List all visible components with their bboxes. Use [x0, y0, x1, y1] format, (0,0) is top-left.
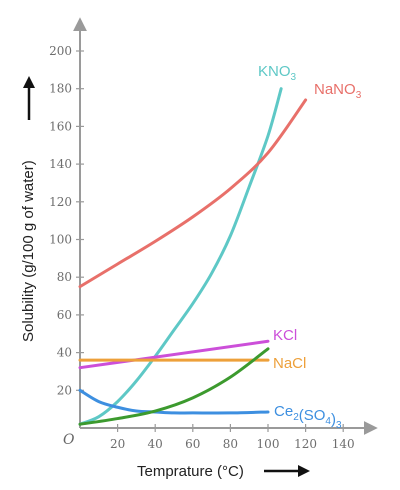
- series-label-nano3: NaNO3: [314, 81, 362, 101]
- x-title-arrow-head: [298, 465, 310, 477]
- label-text: Ce: [274, 403, 293, 420]
- y-tick-label: 100: [49, 233, 72, 247]
- title-arrows: [23, 76, 310, 477]
- y-tick-label: 40: [57, 346, 72, 360]
- label-subscript: 3: [336, 420, 342, 431]
- curves: [78, 87, 308, 426]
- y-tick-label: 120: [49, 195, 72, 209]
- series-label-ce2-so4-3: Ce2(SO4)3: [274, 403, 342, 431]
- y-tick-label: 60: [57, 308, 72, 322]
- label-text: KNO: [258, 63, 291, 80]
- y-tick-label: 180: [49, 82, 72, 96]
- y-title-arrow-head: [23, 76, 35, 88]
- y-tick-label: 20: [57, 383, 72, 397]
- label-text: NaNO: [314, 81, 356, 98]
- label-subscript: 2: [293, 412, 299, 423]
- curve-nano3: [78, 98, 308, 289]
- x-tick-label: 20: [110, 437, 125, 451]
- y-tick-label: 140: [49, 157, 72, 171]
- y-tick-label: 80: [57, 270, 72, 284]
- origin-label: O: [63, 432, 75, 448]
- axis-titles: Temprature (°C) Solubility (g/100 g of w…: [20, 160, 244, 480]
- label-text: NaCl: [273, 355, 306, 372]
- x-tick-label: 40: [148, 437, 163, 451]
- series-label-kcl: KCl: [273, 327, 297, 344]
- label-text: ): [331, 411, 336, 428]
- ticks: 20 40 60 80 100 120 140 20 40 60 80 100 120 140 160 180…: [49, 44, 355, 451]
- x-tick-label: 100: [257, 437, 280, 451]
- y-tick-label: 200: [49, 44, 72, 58]
- y-tick-label: 160: [49, 119, 72, 133]
- curve-green-curve: [78, 347, 270, 426]
- x-axis-label: Temprature (°C): [137, 463, 244, 480]
- x-tick-label: 120: [294, 437, 317, 451]
- label-subscript: 4: [325, 416, 331, 427]
- x-tick-label: 140: [332, 437, 355, 451]
- curve-kcl: [78, 339, 270, 370]
- series-label-kno3: KNO3: [258, 63, 297, 83]
- curve-kno3: [78, 87, 283, 426]
- label-text: KCl: [273, 327, 297, 344]
- label-subscript: 3: [356, 90, 362, 101]
- label-subscript: 3: [291, 72, 297, 83]
- x-tick-label: 60: [185, 437, 200, 451]
- y-axis-label: Solubility (g/100 g of water): [20, 160, 37, 342]
- series-label-nacl: NaCl: [273, 355, 306, 372]
- x-tick-label: 80: [223, 437, 238, 451]
- label-text: (SO: [299, 407, 326, 424]
